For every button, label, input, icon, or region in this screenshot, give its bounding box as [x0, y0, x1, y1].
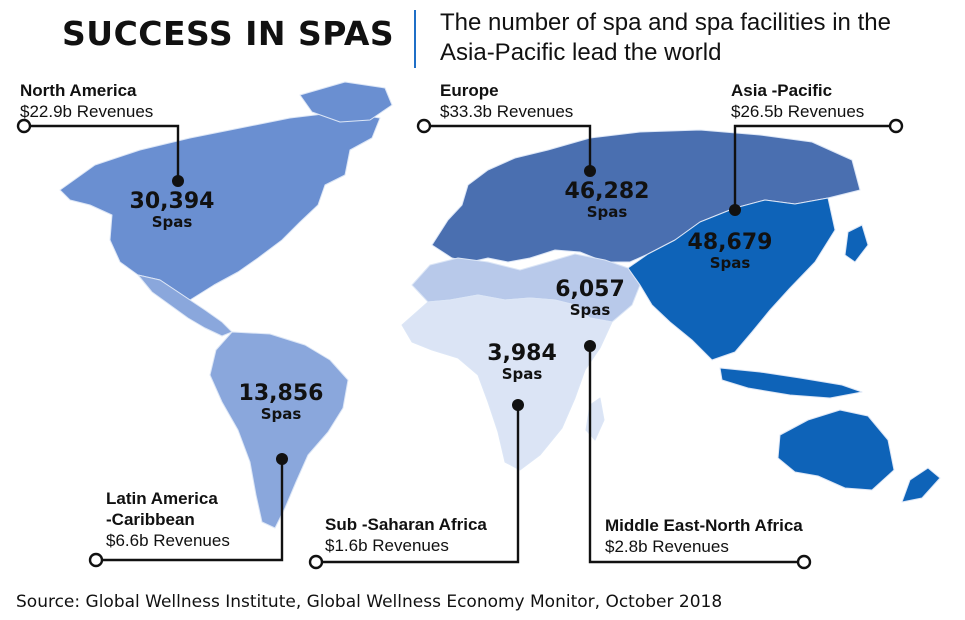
marker-north-america	[172, 175, 184, 187]
region-name-line1: Latin America	[106, 489, 218, 508]
region-name: Middle East-North Africa	[605, 516, 803, 535]
spa-unit: Spas	[151, 213, 193, 231]
endpoint-latin-america	[88, 552, 104, 568]
source-note: Source: Global Wellness Institute, Globa…	[16, 592, 723, 612]
region-shape-south-america	[209, 331, 349, 529]
spa-unit: Spas	[569, 301, 611, 319]
marker-asia-pacific	[729, 204, 741, 216]
count-mena: 6,057 Spas	[540, 278, 640, 319]
label-sub-saharan-africa: Sub -Saharan Africa $1.6b Revenues	[325, 514, 487, 556]
spa-unit: Spas	[260, 405, 302, 423]
leader-line-mena	[588, 346, 804, 564]
label-latin-america: Latin America -Caribbean $6.6b Revenues	[106, 488, 230, 551]
spa-count: 30,394	[129, 189, 215, 214]
count-north-america: 30,394 Spas	[122, 190, 222, 231]
spa-count: 13,856	[238, 381, 324, 406]
region-revenue: $1.6b Revenues	[325, 536, 449, 555]
region-shape-indonesia	[719, 367, 863, 399]
marker-sub-saharan-africa	[512, 399, 524, 411]
region-shape-asia-pacific	[627, 197, 836, 361]
region-revenue: $6.6b Revenues	[106, 531, 230, 550]
region-shape-japan	[844, 224, 869, 263]
spa-unit: Spas	[709, 254, 751, 272]
label-europe: Europe $33.3b Revenues	[440, 80, 573, 122]
region-revenue: $2.8b Revenues	[605, 537, 729, 556]
marker-europe	[584, 165, 596, 177]
marker-mena	[584, 340, 596, 352]
endpoint-north-america	[16, 118, 32, 134]
title-divider	[414, 10, 416, 68]
leader-line-europe	[424, 124, 592, 171]
region-name: North America	[20, 81, 137, 100]
region-shape-madagascar	[585, 397, 605, 441]
endpoint-europe	[416, 118, 432, 134]
region-shape-australia	[777, 409, 895, 491]
spa-count: 48,679	[687, 230, 773, 255]
label-asia-pacific: Asia -Pacific $26.5b Revenues	[731, 80, 864, 122]
region-revenue: $22.9b Revenues	[20, 102, 154, 121]
region-name-line2: -Caribbean	[106, 510, 195, 529]
spa-count: 46,282	[564, 179, 650, 204]
region-shape-north-america	[59, 111, 381, 301]
count-sub-saharan-africa: 3,984 Spas	[472, 342, 572, 383]
region-revenue: $33.3b Revenues	[440, 102, 574, 121]
spa-unit: Spas	[501, 365, 543, 383]
endpoint-mena	[796, 554, 812, 570]
label-north-america: North America $22.9b Revenues	[20, 80, 153, 122]
spa-count: 6,057	[555, 277, 625, 302]
leader-line-latin-america	[96, 459, 284, 562]
label-mena: Middle East-North Africa $2.8b Revenues	[605, 515, 803, 557]
spa-unit: Spas	[586, 203, 628, 221]
endpoint-asia-pacific	[888, 118, 904, 134]
marker-latin-america	[276, 453, 288, 465]
endpoint-sub-saharan-africa	[308, 554, 324, 570]
region-name: Europe	[440, 81, 499, 100]
spa-count: 3,984	[487, 341, 557, 366]
region-shape-greenland	[299, 81, 393, 123]
leader-line-asia-pacific	[733, 124, 896, 210]
infographic-subtitle: The number of spa and spa facilities in …	[440, 9, 891, 66]
region-name: Sub -Saharan Africa	[325, 515, 487, 534]
region-shape-new-zealand	[901, 467, 941, 503]
count-europe: 46,282 Spas	[557, 180, 657, 221]
region-revenue: $26.5b Revenues	[731, 102, 865, 121]
count-latin-america: 13,856 Spas	[231, 382, 331, 423]
leader-line-sub-saharan-africa	[316, 405, 520, 564]
region-shape-sub-saharan-africa	[401, 294, 613, 471]
region-name: Asia -Pacific	[731, 81, 833, 100]
count-asia-pacific: 48,679 Spas	[680, 231, 780, 272]
leader-line-north-america	[24, 124, 180, 181]
infographic-title: SUCCESS IN SPAS	[62, 14, 395, 53]
